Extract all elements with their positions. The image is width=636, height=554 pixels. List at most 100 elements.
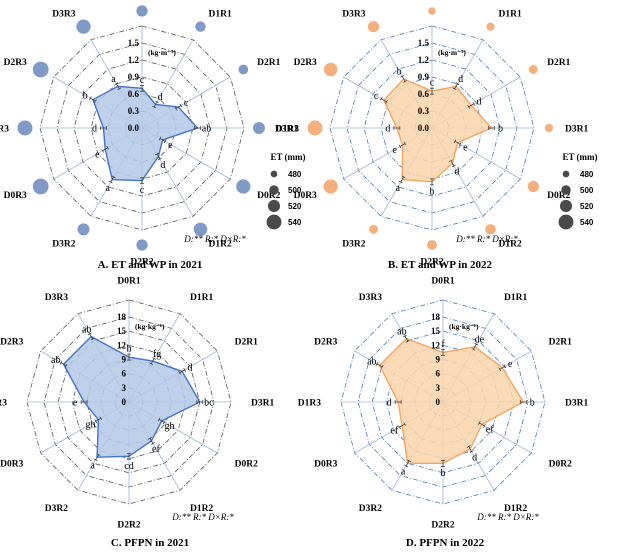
panel-et-wp-2022: cddbedbaedcb0.00.30.60.91.21.5(kg·m⁻³)D0… xyxy=(276,0,589,271)
tick-label: 0.3 xyxy=(418,106,430,116)
tick-label: 12 xyxy=(117,340,127,350)
error-cap xyxy=(174,106,178,111)
error-cap xyxy=(400,75,405,78)
significance-letter: d xyxy=(477,96,482,107)
significance-letter: c xyxy=(140,75,145,86)
error-cap xyxy=(404,464,409,468)
error-cap xyxy=(452,87,457,91)
axis-label-d1r1: D1R1 xyxy=(209,9,232,19)
axis-label-d3r1: D3R1 xyxy=(565,125,588,135)
axis-label-d3r1: D3R1 xyxy=(251,399,274,409)
axis-label-d2r1: D2R1 xyxy=(549,338,572,348)
significance-letter: c xyxy=(140,185,145,196)
error-bar xyxy=(381,98,387,103)
error-cap xyxy=(87,332,92,336)
error-cap xyxy=(114,82,119,86)
significance-letter: b xyxy=(430,186,435,197)
significance-letter: e xyxy=(73,398,78,409)
error-bar xyxy=(150,358,155,364)
et-marker-d3r3 xyxy=(367,21,380,33)
error-bar xyxy=(149,438,154,444)
error-bar xyxy=(376,363,383,368)
error-cap xyxy=(96,453,101,456)
error-cap xyxy=(93,458,98,462)
error-cap xyxy=(398,180,403,184)
et-marker-d1r3 xyxy=(17,120,33,136)
error-cap xyxy=(385,99,388,104)
error-bar xyxy=(156,153,161,160)
axis-label-d3r1: D3R1 xyxy=(275,125,298,135)
axis-label-d2r1: D2R1 xyxy=(235,338,258,348)
error-bar xyxy=(405,460,410,467)
axis-label-d3r3: D3R3 xyxy=(342,9,365,19)
axis-label-d0r3: D0R3 xyxy=(294,191,317,201)
axis-label-d0r2: D0R2 xyxy=(549,460,572,470)
axis-label-d3r2: D3R2 xyxy=(359,504,382,514)
error-cap xyxy=(90,337,95,341)
error-bar xyxy=(102,147,108,152)
significance-letter: a xyxy=(401,467,406,478)
error-bar xyxy=(454,140,461,145)
significance-letter: ef xyxy=(486,424,494,435)
error-bar xyxy=(399,423,405,428)
axis-label-d1r2: D1R2 xyxy=(190,504,213,514)
tick-label: 0.6 xyxy=(128,89,140,99)
panel-caption: B. ET and WP in 2022 xyxy=(388,259,493,271)
error-bar xyxy=(400,176,405,183)
legend-label: 520 xyxy=(580,202,594,211)
error-cap xyxy=(155,100,159,104)
significance-letter: bc xyxy=(204,398,214,409)
significance-letter: ab xyxy=(82,324,91,335)
error-cap xyxy=(471,348,476,351)
error-bar xyxy=(468,103,475,108)
panel-caption: D. PFPN in 2022 xyxy=(406,537,485,549)
error-bar xyxy=(450,160,455,167)
error-cap xyxy=(455,82,460,86)
tick-label: 1.2 xyxy=(418,55,430,65)
error-cap xyxy=(375,362,379,366)
error-cap xyxy=(403,422,406,427)
tick-label: 0 xyxy=(436,397,441,407)
significance-letter: ab xyxy=(51,355,60,366)
et-marker-d2r3 xyxy=(32,61,49,78)
significance-letter: gh xyxy=(86,420,96,431)
axis-label-d1r2: D1R2 xyxy=(209,240,232,250)
et-marker-d0r3 xyxy=(32,178,49,195)
axis-label-d3r2: D3R2 xyxy=(52,240,75,250)
error-cap xyxy=(403,334,407,338)
significance-letter: e xyxy=(508,359,513,370)
significance-letter: c xyxy=(184,98,189,109)
error-cap xyxy=(64,363,68,368)
data-polygon xyxy=(62,335,201,458)
error-cap xyxy=(498,367,502,372)
significance-letter: a xyxy=(396,183,401,194)
axis-label-d0r1: D0R1 xyxy=(130,0,153,2)
et-marker-d0r1 xyxy=(428,7,436,15)
significance-letter: b xyxy=(498,124,503,135)
axis-label-d0r3: D0R3 xyxy=(0,460,23,470)
significance-letter: c xyxy=(374,91,379,102)
et-marker-d1r1 xyxy=(486,22,495,31)
panel-caption: C. PFPN in 2021 xyxy=(111,537,189,549)
error-cap xyxy=(94,419,98,424)
significance-letter: b xyxy=(397,67,402,78)
significance-letter: b xyxy=(530,398,535,409)
error-cap xyxy=(117,87,122,91)
legend-label: 500 xyxy=(288,186,302,195)
error-cap xyxy=(405,339,410,343)
significance-letter: c xyxy=(430,78,435,89)
unit-label: (kg·kg⁻¹) xyxy=(449,322,479,331)
data-polygon xyxy=(383,78,493,183)
error-cap xyxy=(401,175,406,179)
significance-letter: ab xyxy=(397,326,406,337)
axis-label-d1r2: D1R2 xyxy=(499,240,522,250)
error-bar xyxy=(95,417,102,422)
error-cap xyxy=(89,96,92,101)
error-cap xyxy=(451,164,456,168)
panel-pfpn-2021: h fgdbcghefcdagheabab0369121518(kg·kg⁻¹)D… xyxy=(0,277,274,550)
legend-marker xyxy=(270,170,278,178)
et-marker-d3r2 xyxy=(369,224,378,234)
error-cap xyxy=(59,360,63,365)
legend-marker xyxy=(267,199,281,213)
